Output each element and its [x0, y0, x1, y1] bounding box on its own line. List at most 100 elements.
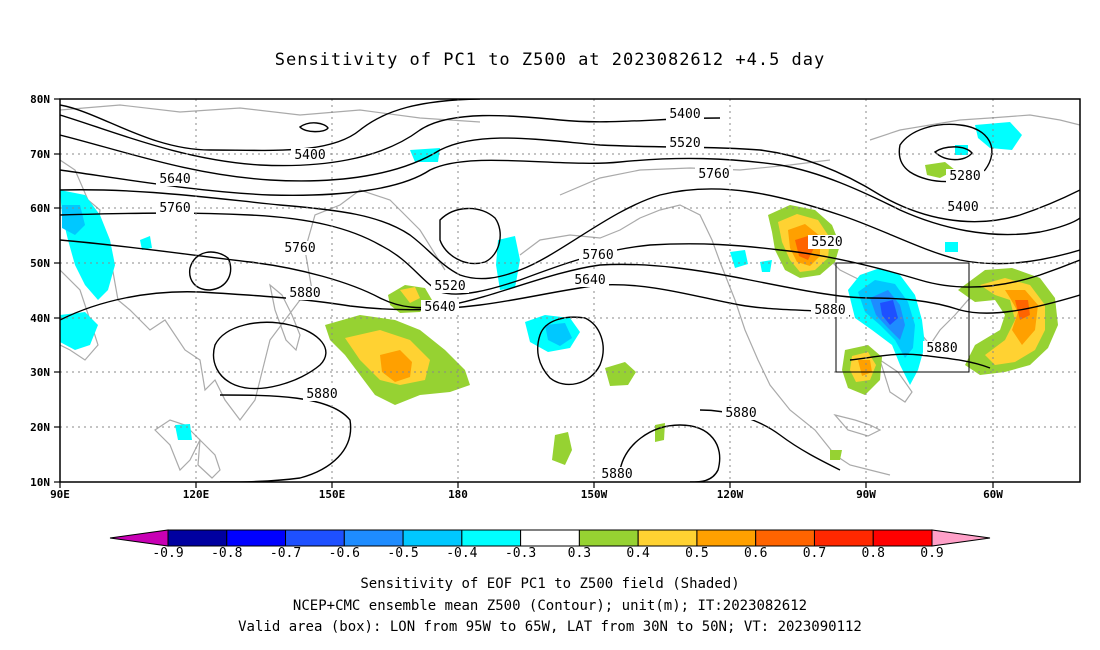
colorbar-label: 0.7: [803, 546, 826, 561]
colorbar-right-arrow: [931, 529, 991, 547]
colorbar-label: -0.6: [329, 546, 360, 561]
colorbar-label: -0.3: [505, 546, 536, 561]
contour-label: 5400: [947, 200, 978, 215]
contour-label-bg: [156, 172, 194, 186]
contour-label: 5880: [306, 387, 337, 402]
colorbar-swatch: [578, 529, 639, 547]
contour-label-bg: [666, 136, 704, 150]
contour-label-bg: [421, 300, 459, 314]
contour-label: 5520: [434, 279, 465, 294]
contour-label: 5640: [574, 273, 605, 288]
lon-label: 90W: [856, 488, 876, 501]
contour-label-bg: [666, 107, 704, 121]
contour-label-group: 5400 5520 5280 5400 5400 5640 5760 5520 5640 5760…: [156, 107, 984, 482]
colorbar-swatch: [226, 529, 287, 547]
lat-label: 40N: [30, 312, 50, 325]
contour-label-bg: [291, 148, 329, 162]
contour-label: 5640: [159, 172, 190, 187]
coastlines: [60, 104, 1080, 479]
contour-label-bg: [923, 341, 961, 355]
colorbar-label: 0.5: [685, 546, 708, 561]
contour-label-bg: [571, 273, 609, 287]
chart-title: Sensitivity of PC1 to Z500 at 2023082612…: [274, 50, 826, 70]
lon-label: 90E: [50, 488, 70, 501]
colorbar-label: 0.6: [744, 546, 767, 561]
contour-label-bg: [303, 387, 341, 401]
lon-label: 150E: [319, 488, 346, 501]
colorbar-label: 0.9: [920, 546, 943, 561]
contour-label: 5520: [811, 235, 842, 250]
contour-label: 5760: [698, 167, 729, 182]
contour-label-bg: [156, 201, 194, 215]
z500-contours: [60, 99, 1080, 482]
colorbar-swatch: [696, 529, 757, 547]
contour-label-bg: [946, 169, 984, 183]
contour-label-bg: [722, 406, 760, 420]
contour-label: 5520: [669, 136, 700, 151]
contour-label-bg: [808, 235, 846, 249]
lat-label: 30N: [30, 366, 50, 379]
colorbar-swatch: [813, 529, 874, 547]
contour-label: 5400: [669, 107, 700, 122]
colorbar-swatch: [637, 529, 698, 547]
map-frame: [59, 98, 1081, 483]
lat-label: 20N: [30, 421, 50, 434]
caption-line-1: Sensitivity of EOF PC1 to Z500 field (Sh…: [360, 576, 740, 592]
lat-label: 80N: [30, 93, 50, 106]
colorbar-swatch: [461, 529, 522, 547]
longitude-labels: 90E 120E 150E 180 150W 120W 90W 60W: [50, 482, 1003, 501]
contour-label: 5280: [949, 169, 980, 184]
contour-label-bg: [811, 303, 849, 317]
lon-label: 120W: [717, 488, 744, 501]
contour-label-bg: [695, 167, 733, 181]
valid-area-box: [835, 262, 970, 373]
lon-label: 180: [448, 488, 468, 501]
contour-label: 5880: [289, 286, 320, 301]
colorbar-swatch: [872, 529, 933, 547]
colorbar-label: -0.8: [211, 546, 242, 561]
caption-line-2: NCEP+CMC ensemble mean Z500 (Contour); u…: [292, 597, 808, 614]
contour-label: 5880: [725, 406, 756, 421]
contour-label-bg: [598, 467, 636, 481]
contour-label: 5760: [284, 241, 315, 256]
colorbar-label: 0.4: [626, 546, 650, 561]
contour-label: 5880: [601, 467, 632, 482]
colorbar-swatch: [343, 529, 404, 547]
lon-label: 60W: [983, 488, 1003, 501]
colorbar-label: -0.4: [446, 546, 477, 561]
lat-label: 50N: [30, 257, 50, 270]
lat-lon-grid: [60, 99, 1080, 482]
lat-label: 10N: [30, 476, 50, 489]
contour-label-bg: [431, 279, 469, 293]
colorbar-swatch: [402, 529, 463, 547]
lon-label: 120E: [183, 488, 210, 501]
colorbar-label: 0.3: [568, 546, 591, 561]
contour-label-bg: [579, 248, 617, 262]
colorbar-swatch: [755, 529, 815, 547]
contour-label: 5400: [294, 148, 325, 163]
latitude-labels: 80N 70N 60N 50N 40N 30N 20N 10N: [30, 93, 60, 489]
contour-label: 5760: [582, 248, 613, 263]
contour-label: 5640: [424, 300, 455, 315]
contour-label-bg: [281, 241, 319, 255]
caption-block: Sensitivity of EOF PC1 to Z500 field (Sh…: [0, 574, 1100, 639]
colorbar-label: 0.8: [861, 546, 884, 561]
colorbar-left-arrow: [109, 529, 169, 547]
caption-line-3: Valid area (box): LON from 95W to 65W, L…: [238, 619, 862, 635]
contour-label-bg: [944, 200, 982, 214]
colorbar-swatch: [167, 529, 228, 547]
contour-label: 5880: [926, 341, 957, 356]
colorbar-swatch: [520, 529, 580, 547]
colorbar-swatch: [285, 529, 345, 547]
colorbar: -0.9 -0.8 -0.7 -0.6 -0.5 -0.4 -0.3 0.3 0.4 0.5 0.6…: [109, 529, 991, 561]
lon-label: 150W: [581, 488, 608, 501]
shading-negative: [60, 122, 1022, 440]
contour-label-bg: [286, 286, 324, 300]
colorbar-label: -0.9: [152, 546, 183, 561]
colorbar-label: -0.5: [387, 546, 418, 561]
contour-label: 5880: [814, 303, 845, 318]
lat-label: 70N: [30, 148, 50, 161]
colorbar-label: -0.7: [270, 546, 301, 561]
contour-label: 5760: [159, 201, 190, 216]
